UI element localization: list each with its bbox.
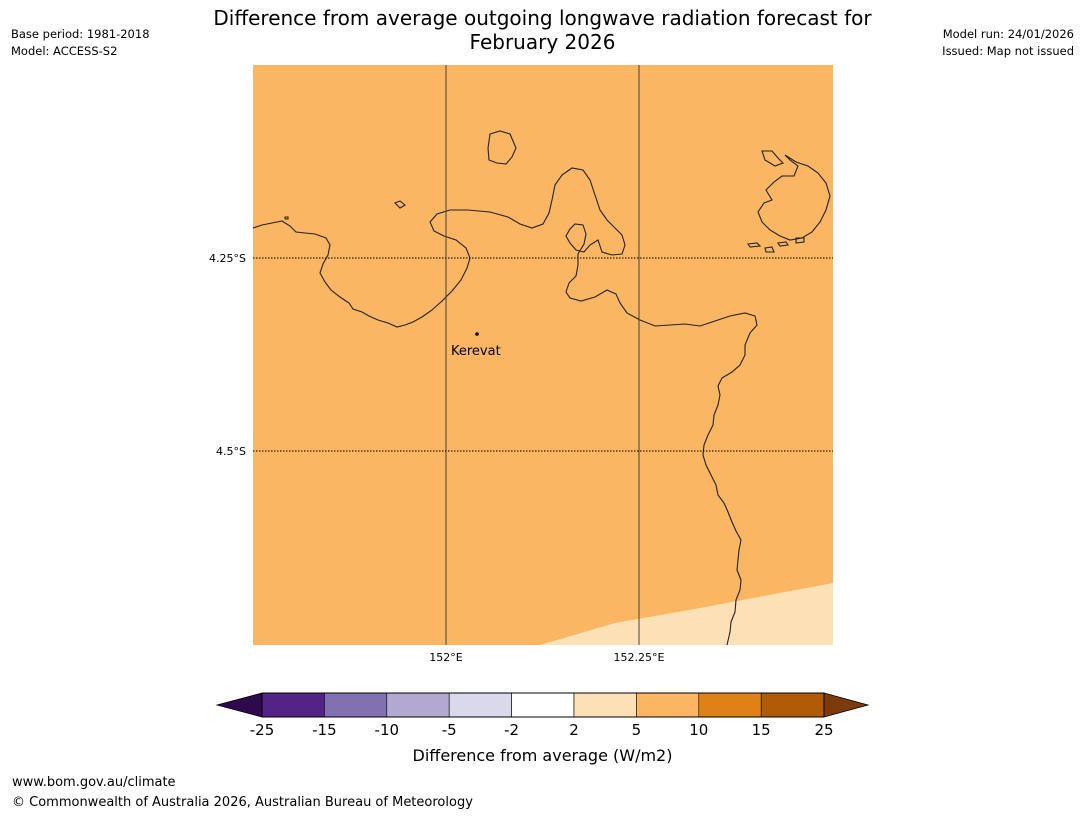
issued-status: Issued: Map not issued	[942, 44, 1074, 58]
footer-copyright: © Commonwealth of Australia 2026, Austra…	[12, 795, 473, 810]
colorbar-extend-high	[823, 692, 870, 718]
colorbar-seg-1	[324, 692, 388, 718]
base-period: Base period: 1981-2018	[11, 27, 150, 41]
lon-label-152-25: 152.25°E	[614, 651, 665, 664]
islands-east-small	[747, 237, 805, 253]
lat-label-4-25: 4.25°S	[209, 252, 246, 265]
cb-tick-4: -2	[504, 721, 519, 739]
cb-tick-3: -5	[442, 721, 457, 739]
cb-tick-1: -15	[312, 721, 337, 739]
coastlines	[252, 130, 831, 646]
footer-url[interactable]: www.bom.gov.au/climate	[12, 775, 176, 790]
coastline-main	[252, 167, 758, 646]
cb-tick-7: 10	[689, 721, 708, 739]
lat-label-4-5: 4.5°S	[216, 445, 246, 458]
title-line-1: Difference from average outgoing longwav…	[213, 6, 872, 30]
meta-right: Model run: 24/01/2026 Issued: Map not is…	[942, 26, 1074, 60]
cb-tick-0: -25	[250, 721, 275, 739]
kerevat-marker	[475, 332, 479, 336]
cb-tick-2: -10	[375, 721, 400, 739]
model-name: Model: ACCESS-S2	[11, 44, 118, 58]
cb-tick-6: 5	[632, 721, 642, 739]
colorbar-seg-6	[636, 692, 700, 718]
lon-label-152: 152°E	[429, 651, 462, 664]
colorbar-ticks: -25 -15 -10 -5 -2 2 5 10 15 25	[250, 721, 834, 739]
map-title: Difference from average outgoing longwav…	[0, 6, 1085, 54]
colorbar-seg-5	[573, 692, 637, 718]
island-north	[487, 130, 517, 165]
colorbar	[215, 692, 870, 718]
colorbar-seg-3	[448, 692, 512, 718]
dot-west	[284, 216, 289, 220]
colorbar-seg-0	[261, 692, 325, 718]
kerevat-label: Kerevat	[451, 344, 501, 359]
map-background	[253, 65, 833, 645]
colorbar-extend-low	[215, 692, 263, 718]
cb-tick-8: 15	[752, 721, 771, 739]
colorbar-seg-7	[698, 692, 762, 718]
gridlines	[253, 65, 833, 645]
islands-east	[757, 150, 831, 241]
cb-tick-5: 2	[569, 721, 579, 739]
colorbar-seg-2	[386, 692, 450, 718]
model-run: Model run: 24/01/2026	[942, 27, 1074, 41]
colorbar-frame	[261, 692, 825, 718]
cb-tick-9: 25	[814, 721, 833, 739]
colorbar-seg-8	[760, 692, 825, 718]
title-line-2: February 2026	[469, 30, 616, 54]
islet-west	[394, 200, 406, 209]
low-anomaly-region	[540, 583, 833, 645]
colorbar-seg-4	[511, 692, 575, 718]
meta-left: Base period: 1981-2018 Model: ACCESS-S2	[11, 26, 150, 60]
colorbar-label: Difference from average (W/m2)	[412, 746, 673, 765]
